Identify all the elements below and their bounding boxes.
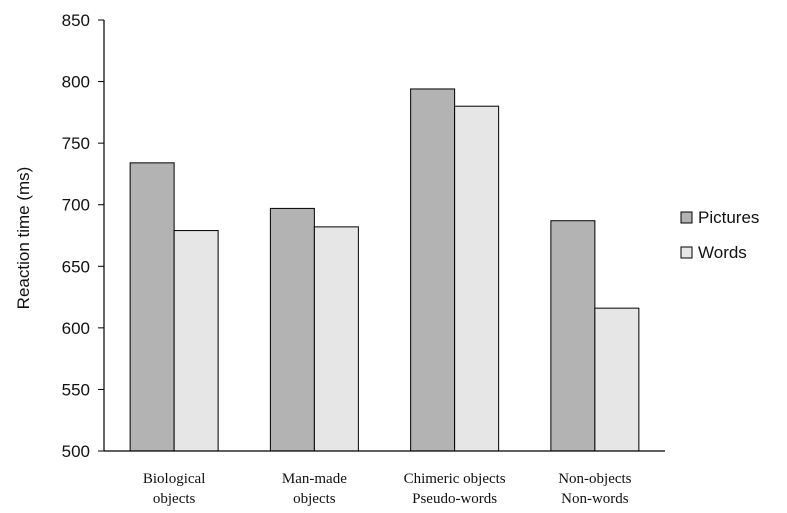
bar-pictures-2 — [410, 88, 456, 452]
bar-pictures-0 — [129, 162, 175, 452]
x-category-label: Chimeric objects — [404, 471, 506, 487]
y-tick-label: 800 — [62, 73, 90, 92]
bar-words-2 — [454, 105, 500, 452]
legend-swatch-pictures — [680, 211, 693, 224]
x-category-label: Non-objects — [558, 471, 631, 487]
legend: Pictures Words — [680, 208, 759, 262]
bar-pictures-3 — [550, 220, 596, 452]
legend-label-pictures: Pictures — [698, 208, 759, 227]
bar-words-3 — [594, 307, 640, 452]
legend-label-words: Words — [698, 243, 747, 262]
y-tick-label: 850 — [62, 11, 90, 30]
x-category-label: objects — [293, 491, 336, 507]
bar-words-0 — [173, 230, 219, 452]
y-tick-label: 750 — [62, 134, 90, 153]
x-axis-labels: Biological objects Man-made objects Chimeric… — [143, 471, 632, 507]
x-category-label: Non-words — [561, 491, 629, 507]
bars — [129, 88, 640, 452]
y-axis-ticks: 500 550 600 650 700 750 800 850 — [62, 11, 104, 461]
y-axis-label: Reaction time (ms) — [14, 167, 33, 310]
x-category-label: Man-made — [282, 471, 347, 487]
bar-words-1 — [313, 226, 359, 452]
y-tick-label: 600 — [62, 319, 90, 338]
axes — [103, 20, 665, 452]
legend-swatch-words — [680, 246, 693, 259]
y-tick-label: 550 — [62, 380, 90, 399]
y-tick-label: 500 — [62, 442, 90, 461]
y-tick-label: 650 — [62, 257, 90, 276]
bar-pictures-1 — [269, 207, 315, 452]
x-category-label: objects — [153, 491, 196, 507]
x-category-label: Biological — [143, 471, 206, 487]
y-tick-label: 700 — [62, 196, 90, 215]
x-category-label: Pseudo-words — [412, 491, 497, 507]
